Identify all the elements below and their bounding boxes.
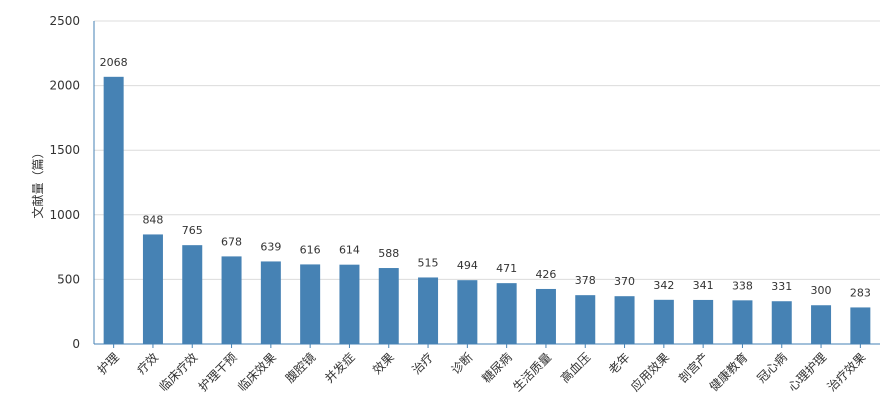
data-label: 378 bbox=[575, 274, 596, 287]
data-label: 639 bbox=[260, 240, 281, 253]
data-label: 426 bbox=[535, 268, 556, 281]
x-tick-label: 治疗 bbox=[409, 350, 436, 377]
x-tick-label: 生活质量 bbox=[510, 350, 554, 394]
x-tick-label: 护理干预 bbox=[196, 350, 240, 394]
bar[interactable] bbox=[811, 305, 832, 344]
y-tick-label: 1500 bbox=[49, 143, 80, 157]
x-tick-label: 腹腔镜 bbox=[282, 350, 318, 386]
data-label: 342 bbox=[653, 279, 674, 292]
y-tick-label: 2500 bbox=[49, 14, 80, 28]
data-label: 370 bbox=[614, 275, 635, 288]
bar[interactable] bbox=[142, 234, 163, 344]
bar[interactable] bbox=[378, 268, 399, 344]
bar[interactable] bbox=[693, 299, 714, 344]
data-label: 338 bbox=[732, 279, 753, 292]
x-tick-label: 临床效果 bbox=[234, 350, 279, 395]
y-axis-title: 文献量（篇） bbox=[30, 146, 45, 218]
x-tick-label: 冠心病 bbox=[754, 350, 790, 386]
bar[interactable] bbox=[339, 264, 360, 344]
x-tick-label: 临床疗效 bbox=[156, 350, 201, 395]
bar[interactable] bbox=[103, 76, 124, 345]
data-label: 765 bbox=[182, 224, 203, 237]
data-label: 588 bbox=[378, 247, 399, 260]
data-label: 678 bbox=[221, 235, 242, 248]
data-label: 2068 bbox=[100, 56, 128, 69]
x-tick-label: 健康教育 bbox=[706, 350, 751, 395]
bar[interactable] bbox=[182, 245, 203, 344]
bar[interactable] bbox=[614, 296, 635, 344]
axes bbox=[93, 21, 880, 348]
x-tick-label: 治疗效果 bbox=[824, 350, 869, 395]
x-tick-label: 护理 bbox=[95, 350, 122, 377]
x-tick-label: 应用效果 bbox=[627, 350, 672, 395]
data-label: 331 bbox=[771, 280, 792, 293]
gridlines bbox=[94, 20, 880, 280]
bar[interactable] bbox=[771, 301, 792, 344]
bar[interactable] bbox=[496, 283, 517, 344]
bar[interactable] bbox=[418, 277, 439, 344]
bar[interactable] bbox=[850, 307, 871, 344]
x-tick-label: 并发症 bbox=[321, 350, 357, 386]
bar[interactable] bbox=[300, 264, 321, 344]
bar[interactable] bbox=[575, 295, 596, 344]
x-tick-label: 高血压 bbox=[557, 350, 593, 386]
data-label: 616 bbox=[300, 243, 321, 256]
x-tick-label: 效果 bbox=[369, 350, 397, 378]
data-label: 283 bbox=[850, 286, 871, 299]
y-tick-label: 0 bbox=[72, 337, 80, 351]
bar[interactable] bbox=[221, 256, 242, 344]
x-tick-label: 疗效 bbox=[133, 350, 161, 378]
data-label: 341 bbox=[693, 279, 714, 292]
data-label: 494 bbox=[457, 259, 478, 272]
y-tick-label: 2000 bbox=[49, 79, 80, 93]
y-tick-label: 500 bbox=[57, 272, 80, 286]
x-tick-label: 老年 bbox=[606, 350, 633, 377]
x-tick-label: 诊断 bbox=[448, 350, 476, 378]
data-label: 614 bbox=[339, 244, 360, 257]
bar[interactable] bbox=[653, 299, 674, 344]
data-label: 300 bbox=[811, 284, 832, 297]
x-tick-label: 剖宫产 bbox=[675, 350, 711, 386]
data-label: 848 bbox=[142, 213, 163, 226]
bars bbox=[103, 76, 871, 345]
x-tick-label: 糖尿病 bbox=[479, 350, 515, 386]
bar[interactable] bbox=[732, 300, 753, 344]
bar[interactable] bbox=[457, 280, 478, 344]
y-tick-label: 1000 bbox=[49, 208, 80, 222]
x-tick-label: 心理护理 bbox=[785, 350, 829, 394]
data-label: 515 bbox=[418, 256, 439, 269]
bar[interactable] bbox=[535, 288, 556, 344]
bar[interactable] bbox=[260, 261, 281, 344]
data-label: 471 bbox=[496, 262, 517, 275]
